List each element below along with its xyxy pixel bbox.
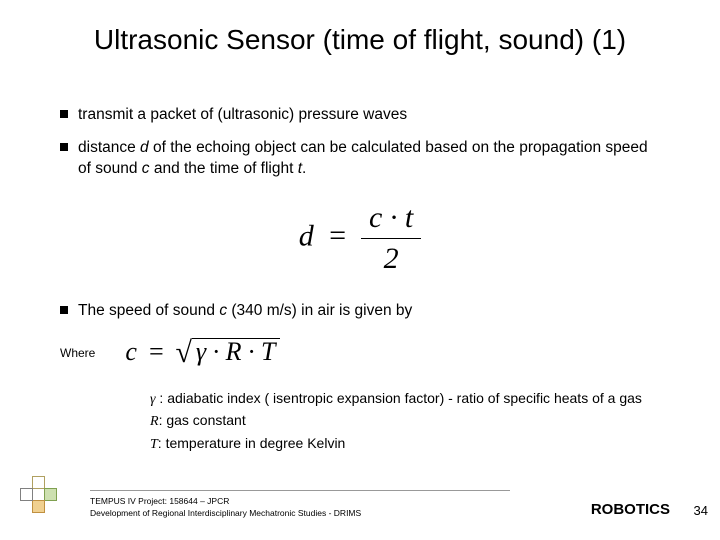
var-c: c <box>219 302 227 319</box>
numerator: c · t <box>361 200 421 238</box>
footer: TEMPUS IV Project: 158644 – JPCR Develop… <box>90 490 630 521</box>
fraction: c · t 2 <box>361 200 421 277</box>
footer-line1: TEMPUS IV Project: 158644 – JPCR <box>90 495 630 508</box>
bullet-2-text: distance d of the echoing object can be … <box>78 138 660 180</box>
page-number: 34 <box>694 503 708 518</box>
where-label: Where <box>60 346 95 360</box>
text: (340 m/s) in air is given by <box>227 302 412 319</box>
logo-icon <box>20 472 70 522</box>
bullet-1-text: transmit a packet of (ultrasonic) pressu… <box>78 105 660 126</box>
logo-square <box>32 500 45 513</box>
symbol-definitions: γ : adiabatic index ( isentropic expansi… <box>150 388 660 456</box>
bullet-3: The speed of sound c (340 m/s) in air is… <box>60 301 660 322</box>
formula-distance: d = c · t 2 <box>60 200 660 277</box>
def-gamma: γ : adiabatic index ( isentropic expansi… <box>150 388 660 411</box>
footer-divider <box>90 490 510 491</box>
var-d: d <box>140 139 149 156</box>
logo-square <box>20 488 33 501</box>
bullet-marker <box>60 143 68 151</box>
slide-title: Ultrasonic Sensor (time of flight, sound… <box>0 22 720 57</box>
sym: R <box>150 414 159 429</box>
formula-eq: = <box>147 337 165 366</box>
sym: T <box>150 437 158 452</box>
formula-sound-speed-row: Where c = √γ · R · T <box>60 336 660 370</box>
denominator: 2 <box>361 238 421 277</box>
bullet-marker <box>60 110 68 118</box>
slide-body: transmit a packet of (ultrasonic) pressu… <box>60 105 660 456</box>
formula-lhs: d <box>299 219 314 252</box>
var-c: c <box>142 160 150 177</box>
text: . <box>302 160 306 177</box>
slide: Ultrasonic Sensor (time of flight, sound… <box>0 0 720 540</box>
bullet-2: distance d of the echoing object can be … <box>60 138 660 180</box>
text: distance <box>78 139 140 156</box>
bullet-3-text: The speed of sound c (340 m/s) in air is… <box>78 301 660 322</box>
footer-line2: Development of Regional Interdisciplinar… <box>90 507 630 520</box>
radical-sign: √ <box>175 336 191 369</box>
text: and the time of flight <box>150 160 298 177</box>
formula-sound-speed: c = √γ · R · T <box>125 336 279 370</box>
radicand: γ · R · T <box>192 338 280 365</box>
text: : gas constant <box>159 412 246 428</box>
bullet-marker <box>60 306 68 314</box>
text: : temperature in degree Kelvin <box>158 435 346 451</box>
text: The speed of sound <box>78 302 219 319</box>
formula-eq: = <box>327 219 347 252</box>
text: : adiabatic index ( isentropic expansion… <box>156 390 642 406</box>
formula-lhs: c <box>125 337 137 366</box>
def-r: R: gas constant <box>150 410 660 433</box>
bullet-1: transmit a packet of (ultrasonic) pressu… <box>60 105 660 126</box>
footer-subject: ROBOTICS <box>591 501 670 518</box>
def-t: T: temperature in degree Kelvin <box>150 433 660 456</box>
logo-square <box>44 488 57 501</box>
